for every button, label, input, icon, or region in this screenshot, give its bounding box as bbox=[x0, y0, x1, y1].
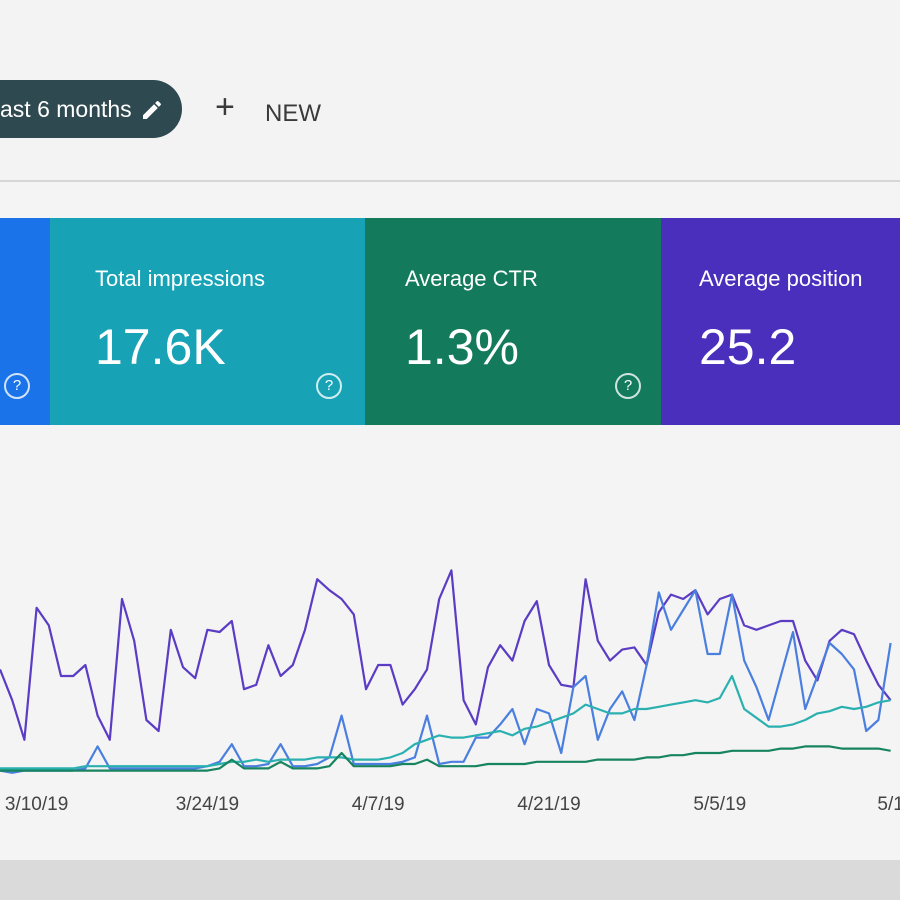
metric-card[interactable]: Average CTR 1.3% ? bbox=[365, 218, 661, 425]
x-tick-label: 5/1 bbox=[877, 794, 900, 815]
metric-title: Total impressions bbox=[95, 266, 265, 291]
new-label: NEW bbox=[265, 100, 321, 127]
plus-icon: + bbox=[215, 88, 235, 126]
x-tick-label: 4/7/19 bbox=[352, 794, 405, 815]
help-icon[interactable]: ? bbox=[615, 373, 641, 399]
metric-title: Average CTR bbox=[405, 266, 538, 291]
metric-title: Average position bbox=[699, 266, 863, 291]
series-line bbox=[0, 674, 891, 770]
metric-value: 25.2 bbox=[699, 319, 797, 375]
series-line bbox=[0, 589, 892, 774]
date-range-chip[interactable]: ast 6 months bbox=[0, 80, 182, 138]
metric-value: 1.3% bbox=[405, 319, 519, 375]
metric-card[interactable]: Average position 25.2 bbox=[661, 218, 900, 425]
metric-value: 17.6K bbox=[95, 319, 226, 375]
edit-icon bbox=[143, 100, 161, 119]
metric-card[interactable]: ? bbox=[0, 218, 50, 425]
metric-card[interactable]: Total impressions 17.6K ? bbox=[50, 218, 365, 425]
date-range-label: ast 6 months bbox=[0, 96, 132, 122]
x-tick-label: 3/10/19 bbox=[5, 794, 68, 815]
x-tick-label: 5/5/19 bbox=[693, 794, 746, 815]
series-line bbox=[0, 569, 892, 741]
screen-bezel bbox=[0, 860, 900, 900]
toolbar: ast 6 months + NEW bbox=[0, 0, 900, 182]
help-icon[interactable]: ? bbox=[4, 373, 30, 399]
performance-chart: 3/10/19 3/24/19 4/7/19 4/21/19 5/5/19 5/1 bbox=[0, 569, 900, 815]
series-line bbox=[0, 745, 891, 772]
help-icon[interactable]: ? bbox=[316, 373, 342, 399]
x-tick-label: 4/21/19 bbox=[517, 794, 580, 815]
x-tick-label: 3/24/19 bbox=[176, 794, 239, 815]
